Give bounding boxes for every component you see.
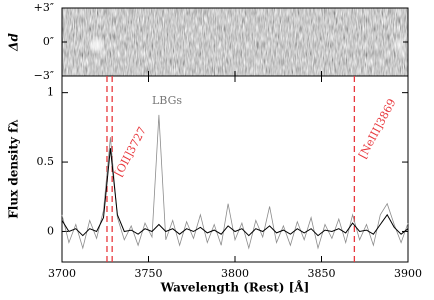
x-axis-label: Wavelength (Rest) [Å] <box>160 280 310 295</box>
annotation: LBGs <box>152 94 182 107</box>
x-tick-label: 3850 <box>308 267 336 280</box>
y-tick-label: 1 <box>47 86 54 99</box>
image-y-label: Δd <box>7 33 21 52</box>
image-y-tick-label: +3″ <box>34 1 54 14</box>
annotation: [OII]3727 <box>112 125 149 179</box>
x-tick-label: 3750 <box>135 267 163 280</box>
y-tick-label: 0.5 <box>37 155 55 168</box>
spectrum-line <box>61 114 409 250</box>
x-tick-label: 3800 <box>221 267 249 280</box>
spectrum-image <box>62 8 408 76</box>
y-axis-label: Flux density fλ <box>7 119 21 218</box>
x-tick-label: 3900 <box>394 267 422 280</box>
x-tick-label: 3700 <box>48 267 76 280</box>
image-y-tick-label: −3″ <box>34 69 54 82</box>
spectrum-line <box>61 148 409 237</box>
y-tick-label: 0 <box>47 224 54 237</box>
image-y-tick-label: 0″ <box>43 35 54 48</box>
annotation: [NeIII]3869 <box>356 97 398 161</box>
